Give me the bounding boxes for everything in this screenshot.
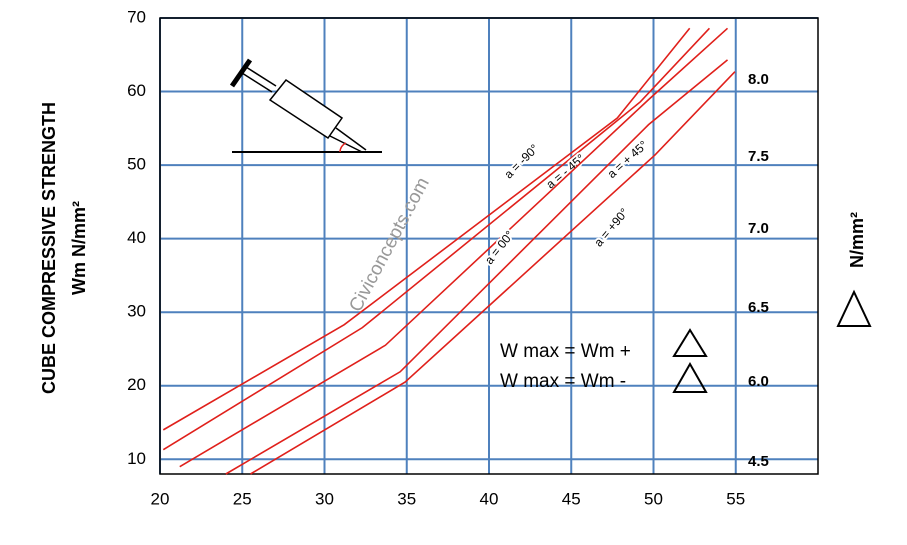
watermark: Civiconcepts.com — [345, 174, 433, 315]
right-axis-label: N/mm² — [847, 212, 867, 268]
curve — [250, 71, 736, 475]
formula: W max = Wm - — [500, 371, 626, 392]
y-tick-label: 50 — [127, 155, 146, 174]
right-value-label: 4.5 — [748, 453, 769, 470]
x-tick-label: 25 — [233, 489, 252, 508]
y-tick-label: 20 — [127, 375, 146, 394]
y-tick-label: 70 — [127, 7, 146, 26]
x-tick-label: 30 — [315, 489, 334, 508]
curve — [162, 27, 691, 431]
x-tick-label: 35 — [397, 489, 416, 508]
y-tick-label: 40 — [127, 228, 146, 247]
x-tick-label: 45 — [562, 489, 581, 508]
curve — [179, 27, 729, 468]
delta-symbol — [672, 328, 708, 357]
x-tick-label: 20 — [151, 489, 170, 508]
curve-label: a = -90° — [501, 141, 541, 181]
right-value-label: 7.5 — [748, 148, 769, 165]
y-axis-unit: Wm N/mm² — [69, 201, 89, 295]
delta-symbol — [672, 361, 708, 393]
right-value-label: 6.0 — [748, 373, 769, 390]
right-value-label: 7.0 — [748, 220, 769, 237]
curve — [162, 27, 711, 451]
formula: W max = Wm + — [500, 341, 631, 362]
hammer-icon — [229, 58, 382, 153]
y-tick-label: 60 — [127, 81, 146, 100]
curve-label: a = +90° — [591, 205, 631, 249]
curve — [225, 59, 729, 475]
right-value-label: 6.5 — [748, 299, 769, 316]
y-axis-label: CUBE COMPRESSIVE STRENGTH — [39, 102, 59, 394]
plot-frame — [159, 17, 819, 475]
right-value-label: 8.0 — [748, 71, 769, 88]
y-tick-label: 30 — [127, 302, 146, 321]
x-tick-label: 55 — [726, 489, 745, 508]
x-tick-label: 40 — [480, 489, 499, 508]
curve-label: a = + 45° — [605, 138, 651, 181]
x-tick-label: 50 — [644, 489, 663, 508]
delta-symbol — [836, 289, 872, 327]
y-tick-label: 10 — [127, 449, 146, 468]
